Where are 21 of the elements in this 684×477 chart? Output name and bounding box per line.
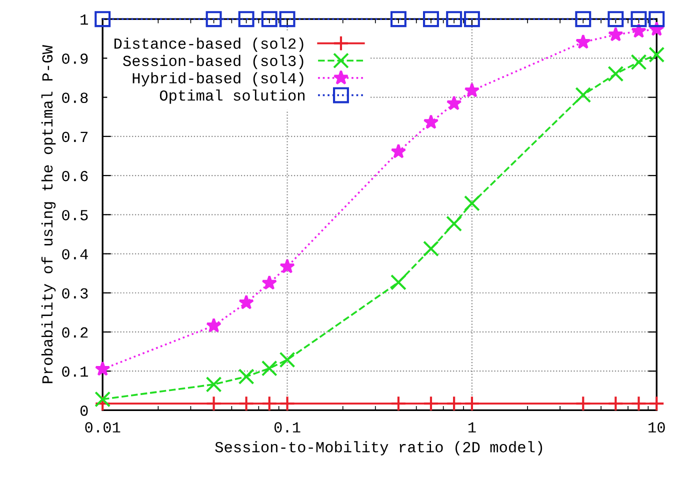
y-tick-label: 0.5 — [62, 210, 88, 220]
y-tick-label: 0.7 — [62, 132, 88, 142]
y-tick-label: 0.8 — [62, 92, 88, 103]
y-axis-title: Probability of using the optimal P-GW — [41, 45, 56, 384]
x-tick-label: 0.01 — [85, 422, 120, 433]
y-tick-label: 0 — [80, 406, 88, 416]
y-tick-label: 1 — [80, 14, 88, 25]
y-tick-label: 0.6 — [62, 170, 88, 182]
legend-label: Hybrid-based (sol4) — [132, 72, 304, 86]
x-tick-label: 10 — [648, 422, 665, 433]
x-tick-label: 0.1 — [274, 422, 300, 433]
legend-label: Session-based (sol3) — [123, 54, 304, 70]
y-tick-label: 0.9 — [62, 54, 88, 64]
y-tick-label: 0.1 — [62, 366, 88, 377]
legend-label: Optimal solution — [160, 89, 304, 104]
x-axis-title: Session-to-Mobility ratio (2D model) — [215, 441, 542, 456]
y-tick-label: 0.2 — [62, 327, 88, 338]
y-tick-label: 0.4 — [62, 249, 88, 260]
legend-label: Distance-based (sol2) — [114, 38, 304, 52]
y-tick-label: 0.3 — [62, 288, 88, 299]
x-tick-label: 1 — [468, 422, 476, 432]
